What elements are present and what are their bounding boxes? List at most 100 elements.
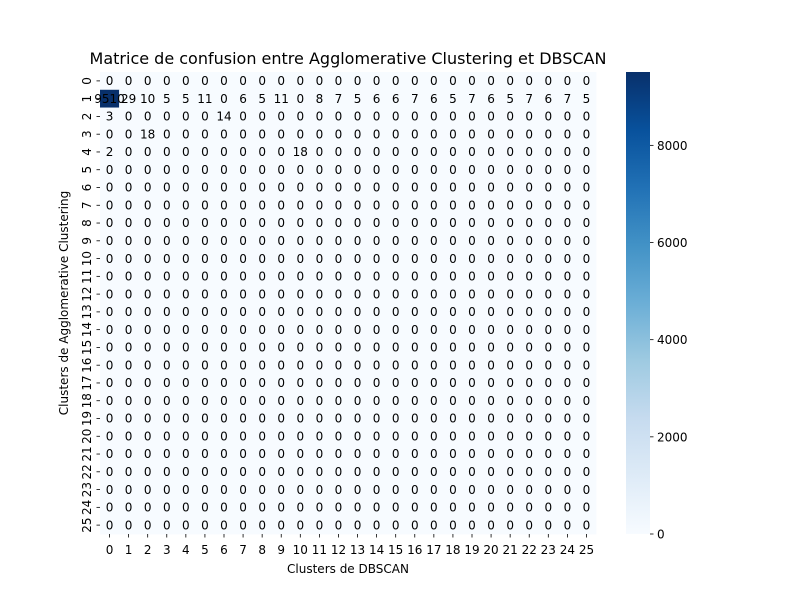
heatmap-cell — [195, 72, 215, 91]
cell-value-label: 0 — [296, 447, 304, 461]
heatmap-cell — [138, 498, 158, 517]
heatmap-cell — [290, 356, 311, 375]
heatmap-cell — [290, 143, 311, 162]
heatmap-cell — [519, 409, 540, 428]
cell-value-label: 0 — [316, 412, 324, 426]
heatmap-cell — [424, 498, 444, 517]
cell-value-label: 0 — [316, 323, 324, 337]
cell-value-label: 0 — [106, 358, 114, 372]
x-tick-label: 24 — [560, 543, 575, 557]
heatmap-cell — [386, 89, 406, 108]
cell-value-label: 0 — [411, 323, 419, 337]
cell-value-label: 0 — [354, 394, 362, 408]
cell-value-label: 0 — [525, 127, 533, 141]
cell-value-label: 0 — [487, 323, 495, 337]
heatmap-cell — [348, 267, 368, 286]
cell-value-label: 0 — [373, 376, 381, 390]
cell-value-label: 0 — [544, 305, 552, 319]
cell-value-label: 0 — [487, 287, 495, 301]
heatmap-cell — [290, 462, 311, 482]
cell-value-label: 0 — [373, 429, 381, 443]
cell-value-label: 0 — [144, 501, 152, 515]
cell-value-label: 0 — [163, 341, 171, 355]
heatmap-cell — [100, 143, 120, 162]
y-tick-label: 18 — [80, 393, 94, 408]
cell-value-label: 0 — [430, 198, 438, 212]
heatmap-cell — [519, 160, 540, 180]
heatmap-cell — [309, 427, 330, 446]
heatmap-cell — [138, 391, 158, 411]
heatmap-cell — [481, 480, 502, 499]
cell-value-label: 0 — [487, 358, 495, 372]
heatmap-cell — [271, 338, 292, 357]
heatmap-cell — [462, 267, 482, 286]
heatmap-cell — [252, 480, 273, 499]
heatmap-cell — [443, 320, 463, 339]
y-tick-label: 5 — [80, 166, 94, 174]
cell-value-label: 0 — [106, 305, 114, 319]
heatmap-cell — [176, 231, 196, 251]
cell-value-label: 0 — [277, 341, 285, 355]
cell-value-label: 0 — [201, 216, 209, 230]
y-tick-label: 22 — [80, 464, 94, 479]
cell-value-label: 0 — [354, 216, 362, 230]
cell-value-label: 0 — [144, 465, 152, 479]
cell-value-label: 0 — [544, 394, 552, 408]
heatmap-cell — [119, 391, 139, 411]
cell-value-label: 0 — [392, 376, 400, 390]
heatmap-cell — [386, 516, 406, 535]
cell-value-label: 0 — [316, 145, 324, 159]
heatmap-cell — [157, 356, 177, 375]
heatmap-cell — [538, 249, 559, 268]
cell-value-label: 0 — [316, 305, 324, 319]
heatmap-cell — [290, 498, 311, 517]
heatmap-cell — [271, 160, 292, 180]
cell-value-label: 0 — [392, 341, 400, 355]
heatmap-cell — [138, 249, 158, 268]
heatmap-cell — [576, 516, 597, 535]
heatmap-cell — [309, 480, 330, 499]
cell-value-label: 0 — [544, 234, 552, 248]
heatmap-cell — [481, 214, 502, 233]
heatmap-cell — [271, 249, 292, 268]
heatmap-cell — [138, 178, 158, 197]
heatmap-cell — [233, 374, 254, 393]
heatmap-cell — [328, 445, 349, 464]
heatmap-cell — [195, 391, 215, 411]
cell-value-label: 0 — [258, 483, 266, 497]
heatmap-cell — [576, 196, 597, 215]
cell-value-label: 0 — [544, 518, 552, 532]
cell-value-label: 0 — [373, 358, 381, 372]
cell-value-label: 0 — [125, 163, 133, 177]
heatmap-cell — [462, 391, 482, 411]
cell-value-label: 0 — [239, 270, 247, 284]
heatmap-cell — [214, 462, 234, 482]
cell-value-label: 0 — [296, 483, 304, 497]
cell-value-label: 0 — [430, 127, 438, 141]
cell-value-label: 0 — [220, 198, 228, 212]
cell-value-label: 0 — [392, 145, 400, 159]
cell-value-label: 0 — [373, 483, 381, 497]
cell-value-label: 0 — [163, 376, 171, 390]
heatmap-cell — [443, 196, 463, 215]
heatmap-cell — [519, 72, 540, 91]
cell-value-label: 0 — [564, 234, 572, 248]
heatmap-cell — [557, 356, 578, 375]
y-tick-label: 21 — [80, 446, 94, 461]
cell-value-label: 0 — [125, 518, 133, 532]
heatmap-cell — [500, 267, 521, 286]
cell-value-label: 0 — [354, 287, 362, 301]
cell-value-label: 0 — [468, 501, 476, 515]
cell-value-label: 0 — [239, 216, 247, 230]
cell-value-label: 5 — [449, 92, 457, 106]
cell-value-label: 0 — [125, 270, 133, 284]
cell-value-label: 0 — [564, 429, 572, 443]
heatmap-cell — [519, 267, 540, 286]
cell-value-label: 0 — [182, 412, 190, 426]
cell-value-label: 0 — [354, 447, 362, 461]
heatmap-cell — [252, 285, 273, 304]
cell-value-label: 0 — [525, 145, 533, 159]
heatmap-cell — [386, 285, 406, 304]
heatmap-cell — [290, 231, 311, 251]
cell-value-label: 0 — [564, 412, 572, 426]
